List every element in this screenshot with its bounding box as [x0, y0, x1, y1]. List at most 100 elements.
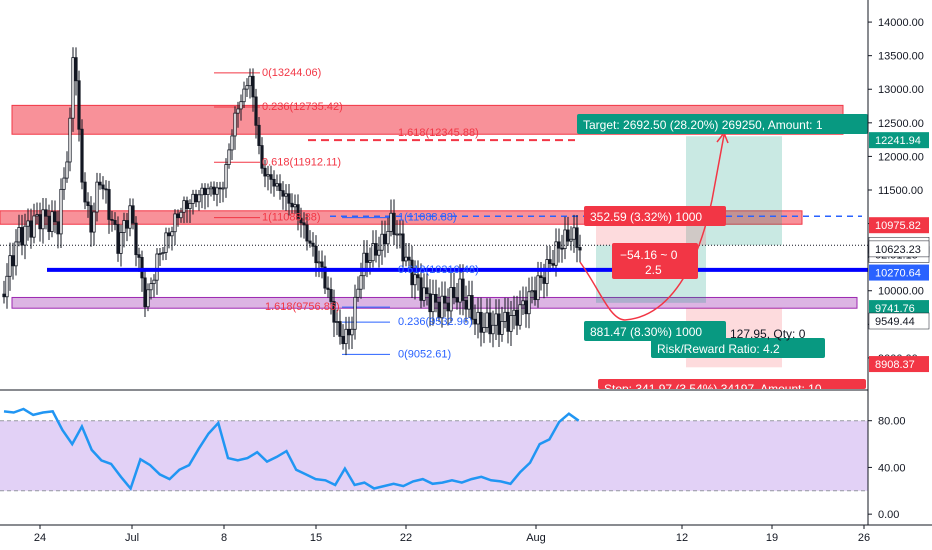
- candle: [461, 278, 465, 301]
- time-axis[interactable]: 24 Jul 8 15 22 Aug 12 19 26: [34, 525, 870, 544]
- candle: [332, 301, 336, 323]
- candle: [32, 215, 36, 238]
- candle: [41, 209, 45, 230]
- candle: [161, 252, 165, 254]
- fibonacci-labels: 0(13244.06) 0.236(12735.42) 1.618(12345.88…: [262, 67, 479, 361]
- candle: [419, 277, 423, 301]
- candle: [122, 220, 126, 233]
- candle: [287, 193, 291, 204]
- candle: [380, 233, 384, 251]
- candle: [392, 212, 396, 235]
- candle: [515, 309, 519, 326]
- candle: [521, 300, 525, 306]
- candle: [326, 287, 330, 290]
- time-axis-label: 24: [34, 532, 46, 544]
- candle: [410, 259, 414, 286]
- candle: [170, 231, 174, 237]
- candle: [152, 279, 156, 285]
- candle: [50, 211, 54, 232]
- candle: [95, 181, 99, 213]
- candle: [509, 315, 513, 332]
- candle: [446, 302, 450, 312]
- time-axis-label: 15: [310, 532, 322, 544]
- candle: [560, 247, 564, 250]
- price-tag-box: [869, 300, 929, 317]
- price-tag: 9741.76: [875, 303, 915, 315]
- candle: [338, 321, 342, 337]
- candle: [416, 274, 420, 279]
- candle: [389, 212, 393, 232]
- oscillator-axis-label: 40.00: [878, 462, 906, 474]
- candle: [494, 313, 498, 326]
- projection-box-box: [612, 243, 698, 279]
- candle: [224, 164, 228, 189]
- candle: [500, 320, 504, 335]
- candle: [533, 290, 537, 301]
- candle: [395, 233, 399, 236]
- candle: [104, 188, 108, 191]
- candle: [425, 287, 429, 295]
- candle: [80, 128, 84, 183]
- fib-label: 1(11088.88): [398, 212, 457, 224]
- oscillator-axis-label: 80.00: [878, 416, 906, 428]
- candle: [272, 178, 276, 187]
- candle: [155, 253, 159, 281]
- price-tag: 8908.37: [875, 359, 915, 371]
- candle: [275, 183, 279, 187]
- candle: [167, 232, 171, 237]
- candle: [203, 187, 207, 196]
- candle: [179, 211, 183, 219]
- fib-label: 1.618(9756.86): [265, 301, 340, 313]
- candle: [329, 289, 333, 302]
- candle: [5, 275, 9, 298]
- candle: [527, 291, 531, 315]
- candle: [233, 112, 237, 137]
- candle: [8, 255, 12, 277]
- candle: [29, 220, 33, 238]
- price-tag-box: [868, 312, 930, 330]
- candle: [311, 242, 315, 247]
- candle: [572, 227, 576, 240]
- candle: [65, 161, 69, 179]
- oscillator-line: [3, 407, 580, 492]
- candle: [554, 241, 558, 266]
- candle: [140, 256, 144, 279]
- candle: [470, 295, 474, 320]
- oscillator-axis-label: 0.00: [878, 509, 899, 521]
- candle: [62, 177, 66, 190]
- candle: [563, 229, 567, 249]
- candle: [479, 311, 483, 333]
- fib-label: 0(9052.61): [398, 348, 451, 360]
- price-tag: 12241.94: [875, 135, 921, 147]
- candle: [254, 96, 258, 126]
- candle: [38, 214, 42, 230]
- candle: [485, 312, 489, 328]
- candle: [440, 295, 444, 319]
- time-axis-label: 12: [676, 532, 688, 544]
- candle: [188, 203, 192, 210]
- target-label: Target: 2692.50 (28.20%) 269250, Amount:…: [583, 118, 823, 132]
- candle: [299, 217, 303, 224]
- stop-label-box: [584, 206, 726, 226]
- candle: [293, 204, 297, 208]
- candle: [359, 275, 363, 290]
- price-tag: 9549.44: [875, 316, 915, 328]
- candle: [347, 328, 351, 336]
- candle: [131, 205, 135, 224]
- oscillator-axis[interactable]: 80.00 40.00 0.00: [868, 416, 906, 521]
- candle: [101, 184, 105, 190]
- candle: [341, 335, 345, 345]
- candle: [377, 249, 381, 256]
- candle: [200, 187, 204, 196]
- candle: [218, 187, 222, 190]
- candle: [14, 241, 18, 267]
- candle: [125, 220, 129, 229]
- candle: [452, 287, 456, 299]
- candle: [350, 328, 354, 336]
- candle: [185, 200, 189, 210]
- candle: [194, 193, 198, 203]
- candle: [356, 288, 360, 298]
- fib-label: 0.236(9532.96): [398, 316, 473, 328]
- candle: [506, 311, 510, 332]
